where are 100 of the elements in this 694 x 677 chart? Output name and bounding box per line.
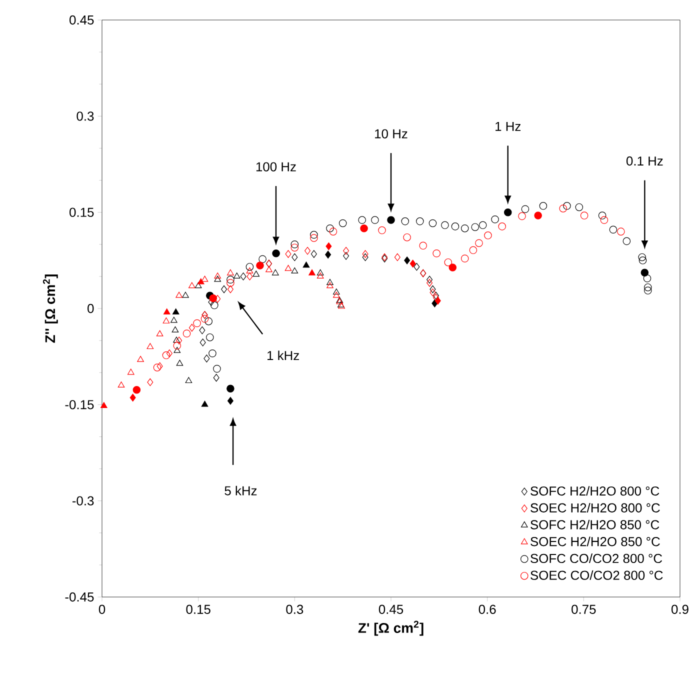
point [147,378,154,386]
point [258,255,266,264]
point [326,242,332,250]
point [162,317,170,324]
x-tick-label: 0.6 [478,604,496,614]
y-tick-label: 0.15 [70,208,94,217]
point [448,264,457,272]
point [432,249,440,258]
point [329,228,338,236]
point [600,216,608,224]
annotation: 1 Hz [496,122,521,131]
point [484,232,492,240]
legend-label: SOFC H2/H2O 850 °C [530,520,660,530]
point [201,400,208,407]
point [475,239,483,247]
point [410,260,416,268]
point [333,292,340,298]
point [326,278,334,285]
point [643,274,652,282]
point [127,368,134,375]
point [471,223,480,231]
point [491,215,499,224]
point [343,252,350,260]
point [214,276,222,282]
x-axis-title: Z' [Ω cm$^{2}$] [358,620,424,636]
point [430,285,436,294]
annotation: 10 Hz [375,129,408,138]
point [227,285,234,294]
point [371,216,379,224]
point [210,301,218,310]
point [358,216,366,224]
point [310,250,317,258]
x-tick-label: 0.3 [286,604,304,614]
point [162,351,170,360]
point [170,316,178,323]
point [387,216,395,224]
y-tick-label: 0.3 [76,112,94,121]
point [419,242,427,250]
point [182,330,191,338]
legend-label: SOEC CO/CO2 800 °C [530,570,663,580]
point [130,394,136,402]
point [362,253,368,262]
point [176,336,182,344]
point [246,267,254,274]
annotation: 5 kHz [224,486,257,496]
point [227,269,234,276]
point [213,364,221,373]
point [166,349,172,358]
point [226,276,234,284]
point [240,272,246,280]
point [504,208,512,216]
point [252,270,260,277]
point [598,212,606,220]
point [290,240,299,248]
point [204,354,210,362]
point [174,346,181,353]
point [426,278,433,287]
point [226,278,234,287]
legend-label: SOFC CO/CO2 800 °C [530,554,662,564]
point [302,262,310,268]
point [209,294,217,302]
legend-label: SOEC H2/H2O 850 °C [530,536,660,546]
point [428,219,437,228]
point [284,264,292,271]
annotation: 0.1 Hz [626,156,663,166]
point [233,272,240,279]
point [176,292,182,298]
point [441,221,449,230]
legend-label: SOEC H2/H2O 800 °C [530,502,660,512]
point [291,267,298,274]
point [403,233,411,242]
point [622,237,631,246]
point [200,338,206,346]
point [156,362,163,370]
point [362,250,368,258]
annotation: 1 kHz [268,350,299,360]
point [638,256,647,264]
point [580,212,588,220]
point [539,202,548,210]
point [290,244,299,252]
x-tick-label: 0.9 [672,604,688,614]
point [193,319,201,328]
point [132,386,141,394]
point [575,203,584,212]
point [188,324,195,332]
point [100,402,108,408]
point [304,246,311,255]
point [416,217,424,226]
point [644,283,652,292]
point [534,212,542,220]
point [338,219,347,228]
point [199,326,206,334]
point [333,288,340,295]
point [394,253,400,262]
point [182,292,189,298]
point [498,222,506,230]
point [173,342,182,350]
point [292,253,298,262]
point [163,308,170,314]
point [173,336,180,343]
